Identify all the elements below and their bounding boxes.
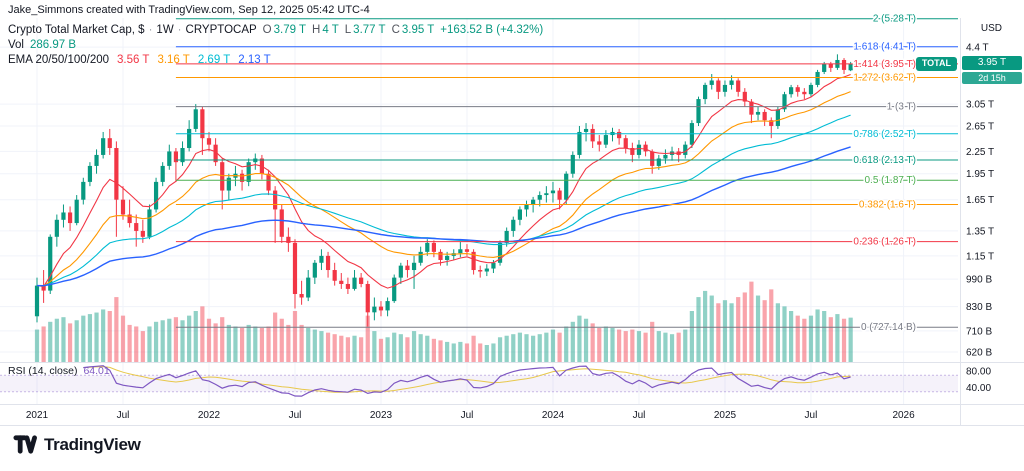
change-value: +163.52 B (+4.32%) <box>440 23 544 36</box>
interval-label[interactable]: 1W <box>156 23 174 36</box>
svg-text:0.618 (2.13 T): 0.618 (2.13 T) <box>853 155 916 166</box>
rsi-label[interactable]: RSI (14, close) <box>8 365 78 377</box>
svg-text:2026: 2026 <box>892 410 915 421</box>
tradingview-logo-icon[interactable] <box>12 433 37 456</box>
svg-text:80.00: 80.00 <box>966 367 991 378</box>
high-value: 4 T <box>322 23 339 36</box>
svg-text:Jul: Jul <box>289 410 302 421</box>
svg-text:2 (5.28 T): 2 (5.28 T) <box>873 14 916 25</box>
volume-value: 286.97 B <box>30 38 77 51</box>
symbol-title[interactable]: Crypto Total Market Cap, $ <box>8 23 145 36</box>
high-label: H <box>312 23 321 36</box>
svg-text:0.5 (1.87 T): 0.5 (1.87 T) <box>864 175 916 186</box>
svg-text:0.236 (1.26 T): 0.236 (1.26 T) <box>853 237 916 248</box>
volume-label[interactable]: Vol <box>8 38 24 51</box>
rsi-value: 64.01 <box>83 365 110 377</box>
candles-layer <box>34 54 853 327</box>
open-label: O <box>262 23 272 36</box>
svg-text:3.05 T: 3.05 T <box>966 100 994 111</box>
rsi-legend-row: RSI (14, close) 64.01 <box>8 365 110 377</box>
vol-layer <box>34 281 853 362</box>
rsi-layer <box>0 365 958 397</box>
svg-text:0 (727.14 B): 0 (727.14 B) <box>861 322 916 333</box>
legend: Crypto Total Market Cap, $ · 1W · CRYPTO… <box>8 22 543 67</box>
svg-text:620 B: 620 B <box>966 348 992 359</box>
close-label: C <box>391 23 400 36</box>
svg-text:1.15 T: 1.15 T <box>966 251 994 262</box>
brand-name[interactable]: TradingView <box>44 434 141 454</box>
attribution-text: Jake_Simmons created with TradingView.co… <box>8 4 370 16</box>
symbol-price-tag[interactable]: TOTAL <box>915 57 957 71</box>
ema-legend-row: EMA 20/50/100/200 3.56 T 3.16 T 2.69 T 2… <box>8 52 543 67</box>
legend-separator: · <box>148 23 153 36</box>
legend-separator: · <box>177 23 182 36</box>
symbol-legend-row: Crypto Total Market Cap, $ · 1W · CRYPTO… <box>8 22 543 37</box>
svg-text:2025: 2025 <box>714 410 737 421</box>
svg-text:2023: 2023 <box>370 410 393 421</box>
bar-countdown-badge: 2d 15h <box>962 72 1022 84</box>
ema-label[interactable]: EMA 20/50/100/200 <box>8 53 110 66</box>
ema-layer <box>36 73 851 289</box>
ema50-value: 3.16 T <box>157 53 190 66</box>
open-value: 3.79 T <box>273 23 307 36</box>
ema100-value: 2.69 T <box>197 53 231 66</box>
svg-text:2021: 2021 <box>26 410 49 421</box>
volume-legend-row: Vol 286.97 B <box>8 37 543 52</box>
currency-label: USD <box>980 23 1002 34</box>
close-value: 3.95 T <box>401 23 435 36</box>
svg-text:2.65 T: 2.65 T <box>966 121 994 132</box>
svg-text:990 B: 990 B <box>966 275 992 286</box>
fib-layer <box>175 18 958 328</box>
ema200-value: 2.13 T <box>238 53 271 66</box>
svg-text:2.25 T: 2.25 T <box>966 147 994 158</box>
footer: TradingView <box>12 433 141 456</box>
low-value: 3.77 T <box>353 23 386 36</box>
svg-text:830 B: 830 B <box>966 302 992 313</box>
svg-text:1.35 T: 1.35 T <box>966 226 994 237</box>
svg-text:2024: 2024 <box>542 410 565 421</box>
exchange-label[interactable]: CRYPTOCAP <box>185 23 257 36</box>
svg-text:Jul: Jul <box>633 410 646 421</box>
svg-text:1.618 (4.41 T): 1.618 (4.41 T) <box>853 42 916 53</box>
svg-text:2022: 2022 <box>198 410 221 421</box>
svg-text:1.65 T: 1.65 T <box>966 195 994 206</box>
low-label: L <box>344 23 352 36</box>
svg-text:4.4 T: 4.4 T <box>966 43 989 54</box>
svg-text:Jul: Jul <box>461 410 474 421</box>
svg-text:40.00: 40.00 <box>966 383 991 394</box>
svg-text:1.414 (3.95 T): 1.414 (3.95 T) <box>853 59 916 70</box>
svg-text:1 (3 T): 1 (3 T) <box>887 102 916 113</box>
svg-text:0.786 (2.52 T): 0.786 (2.52 T) <box>853 129 916 140</box>
svg-text:Jul: Jul <box>805 410 818 421</box>
current-price-badge[interactable]: 3.95 T <box>962 56 1022 70</box>
svg-text:710 B: 710 B <box>966 326 992 337</box>
ema20-value: 3.56 T <box>117 53 150 66</box>
flabels-layer: 2 (5.28 T) 1.618 (4.41 T) 1.414 (3.95 T) 1.… <box>852 12 918 334</box>
axisg-layer: 4.4 T 3.05 T 2.65 T 2.25 T 1.95 T 1.65 T 1.35 … <box>0 18 1024 426</box>
svg-text:1.95 T: 1.95 T <box>966 169 994 180</box>
svg-text:Jul: Jul <box>117 410 130 421</box>
svg-text:0.382 (1.6 T): 0.382 (1.6 T) <box>859 199 916 210</box>
svg-text:1.272 (3.62 T): 1.272 (3.62 T) <box>853 72 916 83</box>
grid-layer <box>0 18 958 404</box>
